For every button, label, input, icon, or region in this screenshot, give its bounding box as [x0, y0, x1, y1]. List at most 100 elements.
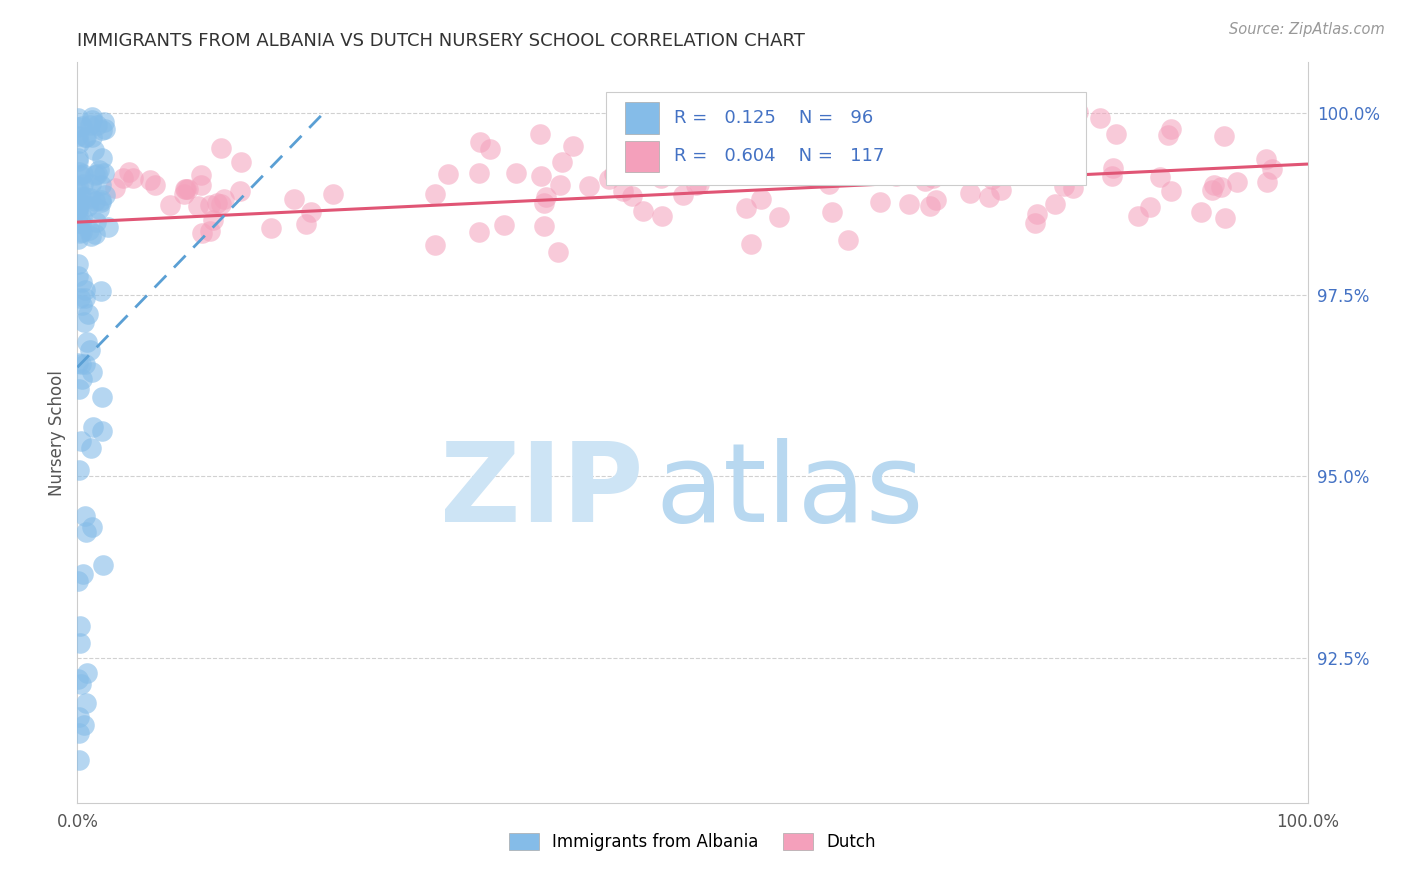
- Point: [1101, 169, 1123, 183]
- Point: [104, 180, 127, 194]
- Point: [1024, 216, 1046, 230]
- Point: [837, 233, 859, 247]
- Point: [212, 192, 235, 206]
- Point: [67, 111, 90, 125]
- Point: [897, 197, 920, 211]
- Point: [70, 119, 93, 133]
- Point: [295, 217, 318, 231]
- Point: [67, 257, 90, 271]
- Text: R =   0.604    N =   117: R = 0.604 N = 117: [673, 147, 884, 165]
- Point: [322, 187, 344, 202]
- Point: [75, 525, 97, 540]
- Point: [76, 665, 98, 680]
- Point: [173, 186, 195, 201]
- Point: [145, 178, 167, 192]
- Point: [75, 696, 97, 710]
- Point: [67, 165, 90, 179]
- Point: [1053, 179, 1076, 194]
- Point: [830, 167, 852, 181]
- Point: [467, 225, 489, 239]
- Point: [468, 166, 491, 180]
- Point: [1043, 197, 1066, 211]
- Point: [977, 150, 1000, 164]
- Point: [82, 130, 104, 145]
- Point: [1189, 205, 1212, 219]
- Point: [283, 192, 305, 206]
- Point: [91, 152, 114, 166]
- Point: [783, 112, 806, 127]
- Point: [67, 709, 90, 723]
- Point: [735, 202, 758, 216]
- Point: [72, 167, 94, 181]
- Point: [69, 619, 91, 633]
- Point: [536, 190, 558, 204]
- Point: [1088, 112, 1111, 126]
- Point: [1102, 161, 1125, 175]
- Point: [818, 177, 841, 191]
- Point: [981, 123, 1004, 137]
- Point: [90, 178, 112, 193]
- Point: [70, 190, 93, 204]
- Point: [651, 209, 673, 223]
- Point: [84, 215, 107, 229]
- Point: [979, 120, 1001, 135]
- Text: atlas: atlas: [655, 438, 924, 545]
- Point: [94, 122, 117, 136]
- Point: [118, 164, 141, 178]
- Point: [533, 195, 555, 210]
- Point: [66, 120, 89, 134]
- Point: [1050, 165, 1073, 179]
- Point: [77, 223, 100, 237]
- Point: [1201, 183, 1223, 197]
- Point: [67, 179, 90, 194]
- Point: [1008, 146, 1031, 161]
- Point: [70, 357, 93, 371]
- Point: [83, 168, 105, 182]
- Point: [174, 182, 197, 196]
- Point: [66, 232, 89, 246]
- Point: [70, 210, 93, 224]
- Point: [73, 190, 96, 204]
- Point: [229, 184, 252, 198]
- Point: [86, 118, 108, 132]
- Point: [83, 143, 105, 157]
- Point: [91, 424, 114, 438]
- Point: [77, 198, 100, 212]
- Point: [1213, 211, 1236, 225]
- Point: [533, 219, 555, 233]
- Point: [841, 161, 863, 176]
- Point: [671, 187, 693, 202]
- Point: [530, 169, 553, 184]
- Point: [598, 172, 620, 186]
- Bar: [624, 141, 659, 172]
- Point: [834, 137, 856, 152]
- Point: [494, 218, 516, 232]
- Point: [67, 128, 90, 143]
- Point: [72, 718, 94, 732]
- Point: [631, 204, 654, 219]
- Point: [69, 291, 91, 305]
- Point: [159, 198, 181, 212]
- Point: [67, 194, 90, 208]
- Point: [209, 197, 232, 211]
- Point: [1039, 166, 1062, 180]
- Point: [97, 220, 120, 235]
- Point: [93, 188, 115, 202]
- Point: [177, 182, 200, 196]
- Point: [82, 113, 104, 128]
- Point: [66, 269, 89, 284]
- Point: [740, 236, 762, 251]
- Point: [79, 343, 101, 357]
- Point: [82, 520, 104, 534]
- Point: [73, 315, 96, 329]
- Point: [75, 291, 97, 305]
- Point: [1008, 145, 1031, 160]
- Point: [112, 171, 135, 186]
- Point: [84, 227, 107, 241]
- Point: [67, 202, 90, 216]
- Point: [66, 356, 89, 370]
- Point: [1261, 162, 1284, 177]
- Point: [66, 185, 89, 199]
- Point: [550, 155, 572, 169]
- Point: [612, 184, 634, 198]
